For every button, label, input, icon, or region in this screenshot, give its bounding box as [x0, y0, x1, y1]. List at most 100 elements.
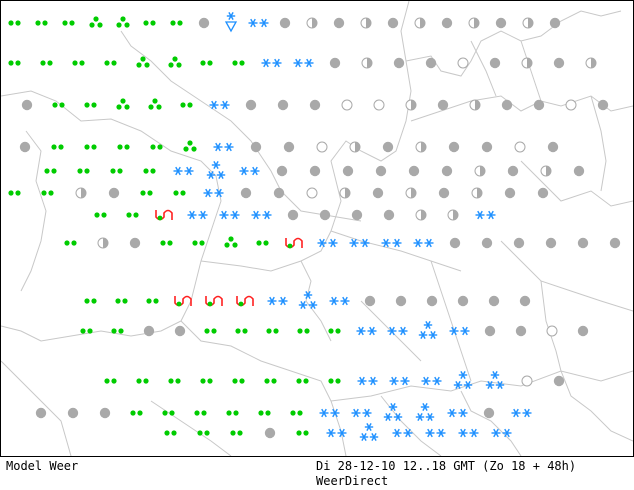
drizzle-symbol	[168, 378, 181, 384]
overcast-symbol	[342, 165, 354, 177]
drizzle-symbol	[297, 328, 310, 334]
overcast-symbol	[309, 165, 321, 177]
partly-cloudy-symbol	[339, 187, 351, 199]
overcast-symbol	[279, 17, 291, 29]
freezing-rain-symbol	[285, 237, 303, 249]
drizzle-symbol	[162, 410, 175, 416]
overcast-symbol	[283, 141, 295, 153]
overcast-symbol	[21, 99, 33, 111]
freezing-rain-symbol	[155, 209, 173, 221]
overcast-symbol	[174, 325, 186, 337]
overcast-symbol	[129, 237, 141, 249]
overcast-symbol	[364, 295, 376, 307]
drizzle-symbol	[77, 168, 90, 174]
partly-cloudy-symbol	[405, 187, 417, 199]
overcast-symbol	[277, 99, 289, 111]
overcast-symbol	[245, 99, 257, 111]
drizzle-symbol	[8, 60, 21, 66]
drizzle-symbol	[160, 240, 173, 246]
partly-cloudy-symbol	[75, 187, 87, 199]
snow-symbol	[349, 238, 370, 248]
snow-symbol	[326, 428, 347, 438]
snow-symbol	[392, 428, 413, 438]
drizzle-symbol	[328, 378, 341, 384]
partly-cloudy-symbol	[522, 17, 534, 29]
drizzle-symbol	[84, 144, 97, 150]
overcast-symbol	[495, 17, 507, 29]
snow-showers-symbol	[383, 403, 403, 421]
drizzle-symbol	[232, 378, 245, 384]
clear-symbol	[565, 99, 577, 111]
overcast-symbol	[597, 99, 609, 111]
overcast-symbol	[99, 407, 111, 419]
drizzle-symbol	[80, 328, 93, 334]
snow-symbol	[293, 58, 314, 68]
snow-symbol	[219, 210, 240, 220]
snow-showers-symbol	[359, 423, 379, 441]
snow-symbol	[421, 376, 442, 386]
freezing-rain-symbol	[236, 295, 254, 307]
overcast-symbol	[240, 187, 252, 199]
snow-symbol	[447, 408, 468, 418]
rain-showers-symbol	[116, 16, 130, 28]
drizzle-symbol	[136, 378, 149, 384]
drizzle-symbol	[72, 60, 85, 66]
overcast-symbol	[457, 295, 469, 307]
clear-symbol	[546, 325, 558, 337]
drizzle-symbol	[117, 144, 130, 150]
overcast-symbol	[319, 209, 331, 221]
overcast-symbol	[501, 99, 513, 111]
weather-map-frame	[0, 0, 634, 457]
drizzle-symbol	[126, 212, 139, 218]
snow-symbol	[413, 238, 434, 248]
snow-symbol	[251, 210, 272, 220]
partly-cloudy-symbol	[415, 141, 427, 153]
drizzle-symbol	[200, 378, 213, 384]
overcast-symbol	[333, 17, 345, 29]
drizzle-symbol	[62, 20, 75, 26]
drizzle-symbol	[164, 430, 177, 436]
overcast-symbol	[309, 99, 321, 111]
coastline-layer	[1, 1, 633, 456]
drizzle-symbol	[226, 410, 239, 416]
snow-symbol	[267, 296, 288, 306]
overcast-symbol	[481, 141, 493, 153]
snow-showers-symbol	[485, 371, 505, 389]
rain-showers-symbol	[168, 56, 182, 68]
drizzle-symbol	[266, 328, 279, 334]
clear-symbol	[373, 99, 385, 111]
overcast-symbol	[533, 99, 545, 111]
overcast-symbol	[438, 187, 450, 199]
overcast-symbol	[549, 17, 561, 29]
partly-cloudy-symbol	[415, 209, 427, 221]
drizzle-symbol	[143, 20, 156, 26]
snow-symbol	[187, 210, 208, 220]
rain-showers-symbol	[136, 56, 150, 68]
clear-symbol	[341, 99, 353, 111]
overcast-symbol	[287, 209, 299, 221]
drizzle-symbol	[84, 298, 97, 304]
snow-symbol	[213, 142, 234, 152]
overcast-symbol	[425, 57, 437, 69]
overcast-symbol	[507, 165, 519, 177]
snow-symbol	[248, 18, 269, 28]
overcast-symbol	[449, 237, 461, 249]
overcast-symbol	[573, 165, 585, 177]
overcast-symbol	[382, 141, 394, 153]
rain-showers-symbol	[148, 98, 162, 110]
overcast-symbol	[19, 141, 31, 153]
drizzle-symbol	[115, 298, 128, 304]
drizzle-symbol	[64, 240, 77, 246]
drizzle-symbol	[256, 240, 269, 246]
partly-cloudy-symbol	[540, 165, 552, 177]
snow-symbol	[203, 188, 224, 198]
drizzle-symbol	[264, 378, 277, 384]
drizzle-symbol	[111, 328, 124, 334]
drizzle-symbol	[104, 378, 117, 384]
drizzle-symbol	[290, 410, 303, 416]
overcast-symbol	[393, 57, 405, 69]
overcast-symbol	[609, 237, 621, 249]
drizzle-symbol	[200, 60, 213, 66]
overcast-symbol	[143, 325, 155, 337]
partly-cloudy-symbol	[447, 209, 459, 221]
